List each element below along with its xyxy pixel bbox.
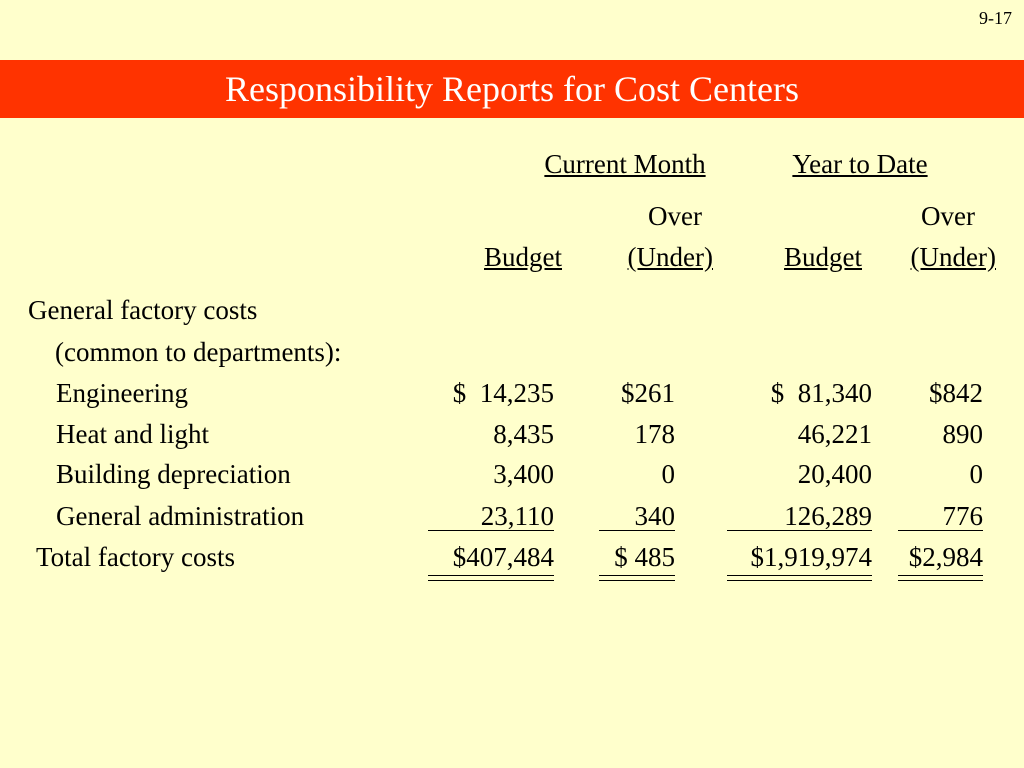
- over-label-current-month: Over: [648, 201, 702, 231]
- over-cm-cell: $261: [621, 378, 675, 408]
- total-over-ytd: $2,984: [908, 542, 983, 572]
- total-over-cm: $ 485: [614, 542, 675, 572]
- subtotal-underline: [898, 530, 983, 531]
- row-label: General administration: [56, 501, 305, 531]
- total-double-underline: [898, 575, 983, 576]
- budget-cm-cell: 23,110: [480, 501, 554, 531]
- slide-number: 9-17: [979, 8, 1012, 28]
- over-ytd-cell: $842: [929, 378, 983, 408]
- subtotal-underline: [599, 530, 675, 531]
- over-cm-cell: 0: [661, 459, 676, 489]
- total-double-underline: [599, 575, 675, 576]
- over-cm-cell: 178: [634, 419, 676, 449]
- budget-cm-cell: 3,400: [493, 459, 554, 489]
- section-label: General factory costs: [28, 295, 258, 325]
- subtotal-underline: [727, 530, 872, 531]
- total-budget-ytd: $1,919,974: [750, 542, 873, 572]
- total-double-underline: [727, 580, 872, 581]
- budget-ytd-cell: $ 81,340: [770, 378, 872, 408]
- over-cm-cell: 340: [634, 501, 676, 531]
- under-header-year-to-date: (Under): [910, 242, 996, 272]
- section-sublabel: (common to departments):: [55, 337, 342, 367]
- total-double-underline: [898, 580, 983, 581]
- budget-header-year-to-date: Budget: [784, 242, 862, 272]
- page-title: Responsibility Reports for Cost Centers: [225, 69, 799, 109]
- total-double-underline: [727, 575, 872, 576]
- budget-cm-cell: $ 14,235: [452, 378, 554, 408]
- budget-header-current-month: Budget: [484, 242, 562, 272]
- total-double-underline: [599, 580, 675, 581]
- row-label: Engineering: [56, 378, 188, 408]
- total-label: Total factory costs: [36, 542, 236, 572]
- title-bar: Responsibility Reports for Cost Centers: [0, 60, 1024, 118]
- over-ytd-cell: 0: [969, 459, 984, 489]
- total-double-underline: [428, 580, 554, 581]
- over-ytd-cell: 776: [942, 501, 984, 531]
- under-header-current-month: (Under): [627, 242, 713, 272]
- over-ytd-cell: 890: [942, 419, 984, 449]
- over-label-year-to-date: Over: [921, 201, 975, 231]
- total-double-underline: [428, 575, 554, 576]
- budget-ytd-cell: 126,289: [784, 501, 872, 531]
- current-month-header: Current Month: [544, 149, 706, 179]
- row-label: Building depreciation: [56, 459, 291, 489]
- budget-ytd-cell: 46,221: [797, 419, 872, 449]
- row-label: Heat and light: [56, 419, 209, 449]
- budget-cm-cell: 8,435: [493, 419, 554, 449]
- total-budget-cm: $407,484: [452, 542, 554, 572]
- subtotal-underline: [428, 530, 554, 531]
- budget-ytd-cell: 20,400: [797, 459, 872, 489]
- year-to-date-header: Year to Date: [792, 149, 928, 179]
